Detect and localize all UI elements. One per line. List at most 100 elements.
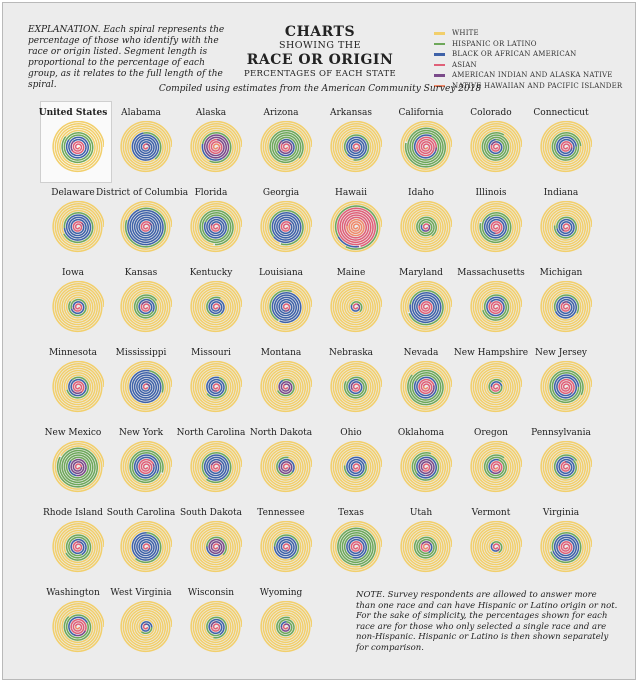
spiral-segment-white (470, 521, 522, 573)
state-cell: South Dakota (176, 508, 256, 588)
spiral-chart (190, 361, 242, 413)
spiral-segment-black (556, 456, 575, 477)
spiral-segment-nhpi (423, 146, 429, 150)
spiral-segment-black (278, 379, 284, 385)
spiral-chart (190, 441, 242, 493)
state-name: Idaho (408, 188, 434, 198)
title-showing: SHOWING THE (278, 40, 362, 51)
spiral-segment-white (260, 441, 312, 493)
spiral-segment-black (488, 458, 500, 473)
spiral-segment-asian (418, 301, 433, 315)
spiral-segment-white (120, 601, 172, 653)
spiral-segment-white (400, 121, 452, 173)
state-name: Georgia (262, 188, 300, 198)
spiral-segment-black (129, 369, 162, 404)
state-cell: Nebraska (316, 348, 396, 428)
spiral-chart (540, 521, 592, 573)
spiral-segment-hispanic (416, 216, 437, 237)
spiral-chart (400, 361, 452, 413)
spiral-segment-white (190, 361, 242, 413)
spiral-segment-asian (142, 623, 149, 630)
state-cell: District of Columbia (96, 188, 188, 268)
spiral-segment-hispanic (143, 132, 162, 160)
spiral-segment-black (206, 545, 221, 557)
spiral-chart (330, 121, 382, 173)
state-cell: North Dakota (246, 428, 326, 508)
state-cell: New York (106, 428, 186, 508)
spiral-segment-aian (278, 461, 293, 475)
state-cell: Montana (246, 348, 326, 428)
spiral-segment-white (470, 361, 522, 413)
spiral-segment-hispanic (488, 378, 503, 395)
state-cell: Vermont (456, 508, 536, 588)
spiral-chart (52, 601, 104, 653)
spiral-segment-asian (142, 143, 149, 150)
state-cell: Illinois (456, 188, 536, 268)
spiral-segment-asian (74, 463, 83, 470)
spiral-chart (190, 601, 242, 653)
state-name: Connecticut (533, 108, 589, 118)
spiral-segment-nhpi (493, 466, 499, 470)
state-cell: Alaska (176, 108, 256, 188)
spiral-segment-nhpi (422, 543, 429, 550)
state-name: Nebraska (328, 348, 374, 358)
spiral-chart (400, 521, 452, 573)
spiral-segment-white (330, 361, 382, 413)
spiral-segment-hispanic (551, 132, 582, 161)
spiral-segment-asian (212, 543, 220, 550)
spiral-chart (120, 201, 172, 253)
spiral-segment-hispanic (479, 212, 512, 244)
title-percentages: PERCENTAGES OF EACH STATE (244, 69, 396, 79)
spiral-segment-aian (152, 463, 155, 467)
state-cell: New Hampshire (454, 348, 536, 428)
spiral-segment-black (63, 214, 92, 241)
compiled-note: Compiled using estimates from the Americ… (158, 84, 482, 94)
spiral-segment-asian (488, 301, 503, 315)
spiral-segment-black (346, 136, 367, 159)
spiral-segment-asian (140, 303, 151, 312)
spiral-segment-white (120, 361, 172, 413)
state-name: New Mexico (44, 428, 102, 438)
state-name: Mississippi (115, 348, 167, 358)
legend-label: HISPANIC OR LATINO (452, 39, 537, 48)
spiral-segment-hispanic (553, 216, 577, 239)
legend-item-hispanic: HISPANIC OR LATINO (434, 39, 622, 50)
spiral-segment-asian (352, 463, 361, 472)
spiral-segment-asian (210, 623, 221, 632)
state-cell: West Virginia (106, 588, 186, 668)
spiral-segment-aian (421, 541, 432, 545)
spiral-chart (330, 361, 382, 413)
spiral-segment-white (330, 521, 382, 573)
spiral-chart (260, 121, 312, 173)
spiral-segment-aian (422, 224, 431, 232)
state-cell: Rhode Island (38, 508, 118, 588)
state-cell: Massachusetts (456, 268, 536, 348)
state-cell: Texas (316, 508, 396, 588)
spiral-segment-nhpi (212, 143, 221, 150)
spiral-segment-black (70, 301, 85, 315)
state-name: North Dakota (249, 428, 313, 438)
spiral-chart (260, 201, 312, 253)
spiral-segment-asian (416, 136, 437, 157)
state-cell: Arkansas (316, 108, 396, 188)
spiral-segment-hispanic (63, 212, 94, 244)
state-name: Vermont (471, 508, 511, 518)
spiral-segment-hispanic (63, 614, 92, 641)
spiral-chart (120, 121, 172, 173)
state-name: Maine (336, 268, 366, 278)
state-cell: Iowa (38, 268, 118, 348)
spiral-chart (52, 281, 104, 333)
state-name: Washington (46, 588, 100, 598)
spiral-segment-aian (70, 140, 75, 152)
spiral-segment-asian (560, 141, 573, 152)
spiral-segment-hispanic (65, 534, 92, 561)
spiral-segment-white (540, 201, 592, 253)
spiral-segment-asian (72, 541, 83, 552)
state-name: Rhode Island (43, 508, 103, 518)
spiral-chart (52, 201, 104, 253)
spiral-segment-asian (210, 463, 221, 472)
state-name: Colorado (470, 108, 512, 118)
spiral-segment-asian (70, 618, 87, 635)
spiral-segment-black (415, 456, 437, 479)
spiral-segment-hispanic (343, 463, 367, 479)
